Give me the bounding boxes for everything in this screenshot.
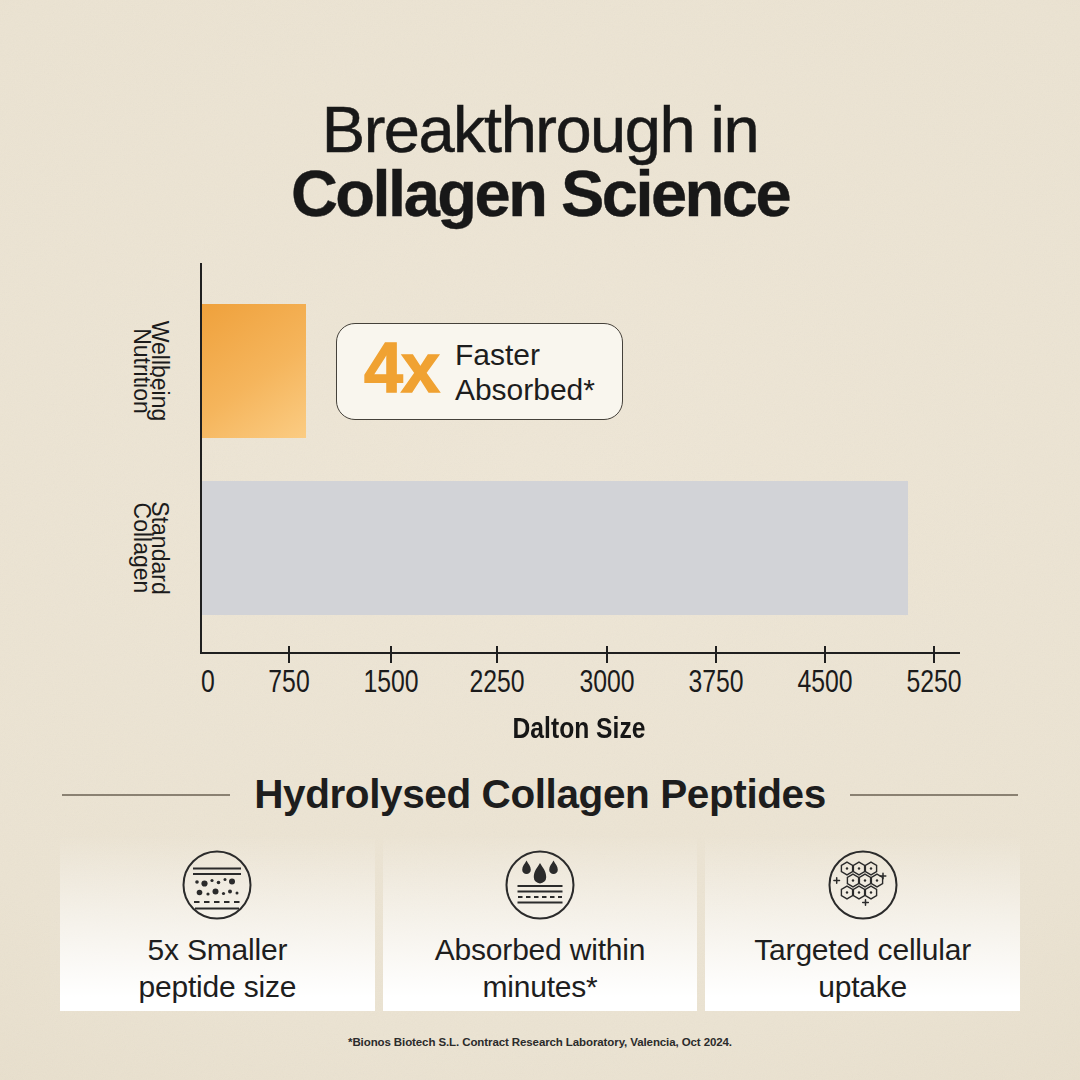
footnote: *Bionos Biotech S.L. Contract Research L… (0, 1036, 1080, 1048)
x-tick-mark (288, 646, 290, 663)
x-tick-mark (933, 646, 935, 663)
feature-card-cellular-uptake: Targeted cellular uptake (705, 835, 1020, 1011)
x-tick-label: 5250 (906, 664, 961, 700)
honeycomb-cells-icon (828, 850, 898, 920)
feature-label: 5x Smaller peptide size (60, 931, 375, 1005)
x-tick-label: 3750 (688, 664, 743, 700)
heading-rule-right (850, 794, 1018, 796)
feature-cards: 5x Smaller peptide size Absorbed within … (60, 835, 1020, 1011)
feature-label: Targeted cellular uptake (705, 931, 1020, 1005)
badge-text: Faster Absorbed* (455, 337, 595, 407)
badge-multiplier: 4x (364, 333, 438, 410)
x-tick-label: 2250 (469, 664, 524, 700)
x-tick-mark (824, 646, 826, 663)
x-tick-mark (390, 646, 392, 663)
faster-absorbed-badge: 4x Faster Absorbed* (336, 323, 623, 420)
skin-layers-particles-icon (182, 850, 252, 920)
x-tick-label: 750 (268, 664, 309, 700)
bar-wellbeing-nutrition (202, 304, 307, 438)
x-tick-label: 3000 (579, 664, 634, 700)
x-tick-label: 4500 (797, 664, 852, 700)
x-axis-title: Dalton Size (257, 712, 901, 745)
x-tick-label: 1500 (363, 664, 418, 700)
heading-rule-left (62, 794, 230, 796)
x-tick-label: 0 (201, 664, 215, 700)
bar-standard-collagen (202, 481, 909, 615)
section-heading-text: Hydrolysed Collagen Peptides (254, 771, 826, 818)
feature-card-peptide-size: 5x Smaller peptide size (60, 835, 375, 1011)
feature-card-absorption: Absorbed within minutes* (383, 835, 698, 1011)
category-label: Standard Collagen (133, 501, 169, 594)
x-tick-mark (606, 646, 608, 663)
x-axis-line (200, 652, 960, 654)
collagen-infographic: Breakthrough in Collagen Science Dalton … (0, 0, 1080, 1080)
category-label: Wellbeing Nutrition (133, 321, 169, 422)
x-tick-mark (715, 646, 717, 663)
droplets-absorb-icon (505, 850, 575, 920)
feature-label: Absorbed within minutes* (383, 931, 698, 1005)
bar-chart: Dalton Size 4x Faster Absorbed* Wellbein… (0, 0, 1080, 760)
section-heading: Hydrolysed Collagen Peptides (0, 771, 1080, 818)
x-tick-mark (496, 646, 498, 663)
